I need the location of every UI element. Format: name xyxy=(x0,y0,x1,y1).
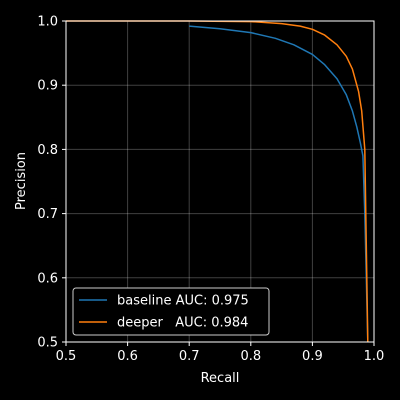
x-axis-label: Recall xyxy=(201,371,240,386)
y-axis-ticks: 0.5 0.6 0.7 0.8 0.9 1.0 xyxy=(37,15,66,351)
x-tick-label: 0.6 xyxy=(117,349,138,364)
y-tick-label: 1.0 xyxy=(37,15,58,30)
x-tick-label: 0.7 xyxy=(179,349,200,364)
plot-frame xyxy=(65,20,375,343)
y-tick-label: 0.8 xyxy=(37,143,58,158)
legend: baseline AUC: 0.975 deeper AUC: 0.984 xyxy=(72,287,270,336)
y-axis-label: Precision xyxy=(14,152,29,210)
x-tick-label: 0.8 xyxy=(240,349,261,364)
y-tick-label: 0.9 xyxy=(37,79,58,94)
grid xyxy=(66,21,374,342)
legend-label-deeper: deeper AUC: 0.984 xyxy=(117,316,248,331)
y-tick-label: 0.6 xyxy=(37,271,58,286)
x-tick-label: 1.0 xyxy=(364,349,385,364)
legend-label-baseline: baseline AUC: 0.975 xyxy=(117,294,249,309)
legend-box xyxy=(72,287,270,336)
series-line-0 xyxy=(189,25,369,343)
x-tick-label: 0.9 xyxy=(302,349,323,364)
x-tick-label: 0.5 xyxy=(56,349,77,364)
y-tick-label: 0.5 xyxy=(37,336,58,351)
x-axis-ticks: 0.5 0.6 0.7 0.8 0.9 1.0 xyxy=(56,342,385,364)
y-tick-label: 0.7 xyxy=(37,207,58,222)
